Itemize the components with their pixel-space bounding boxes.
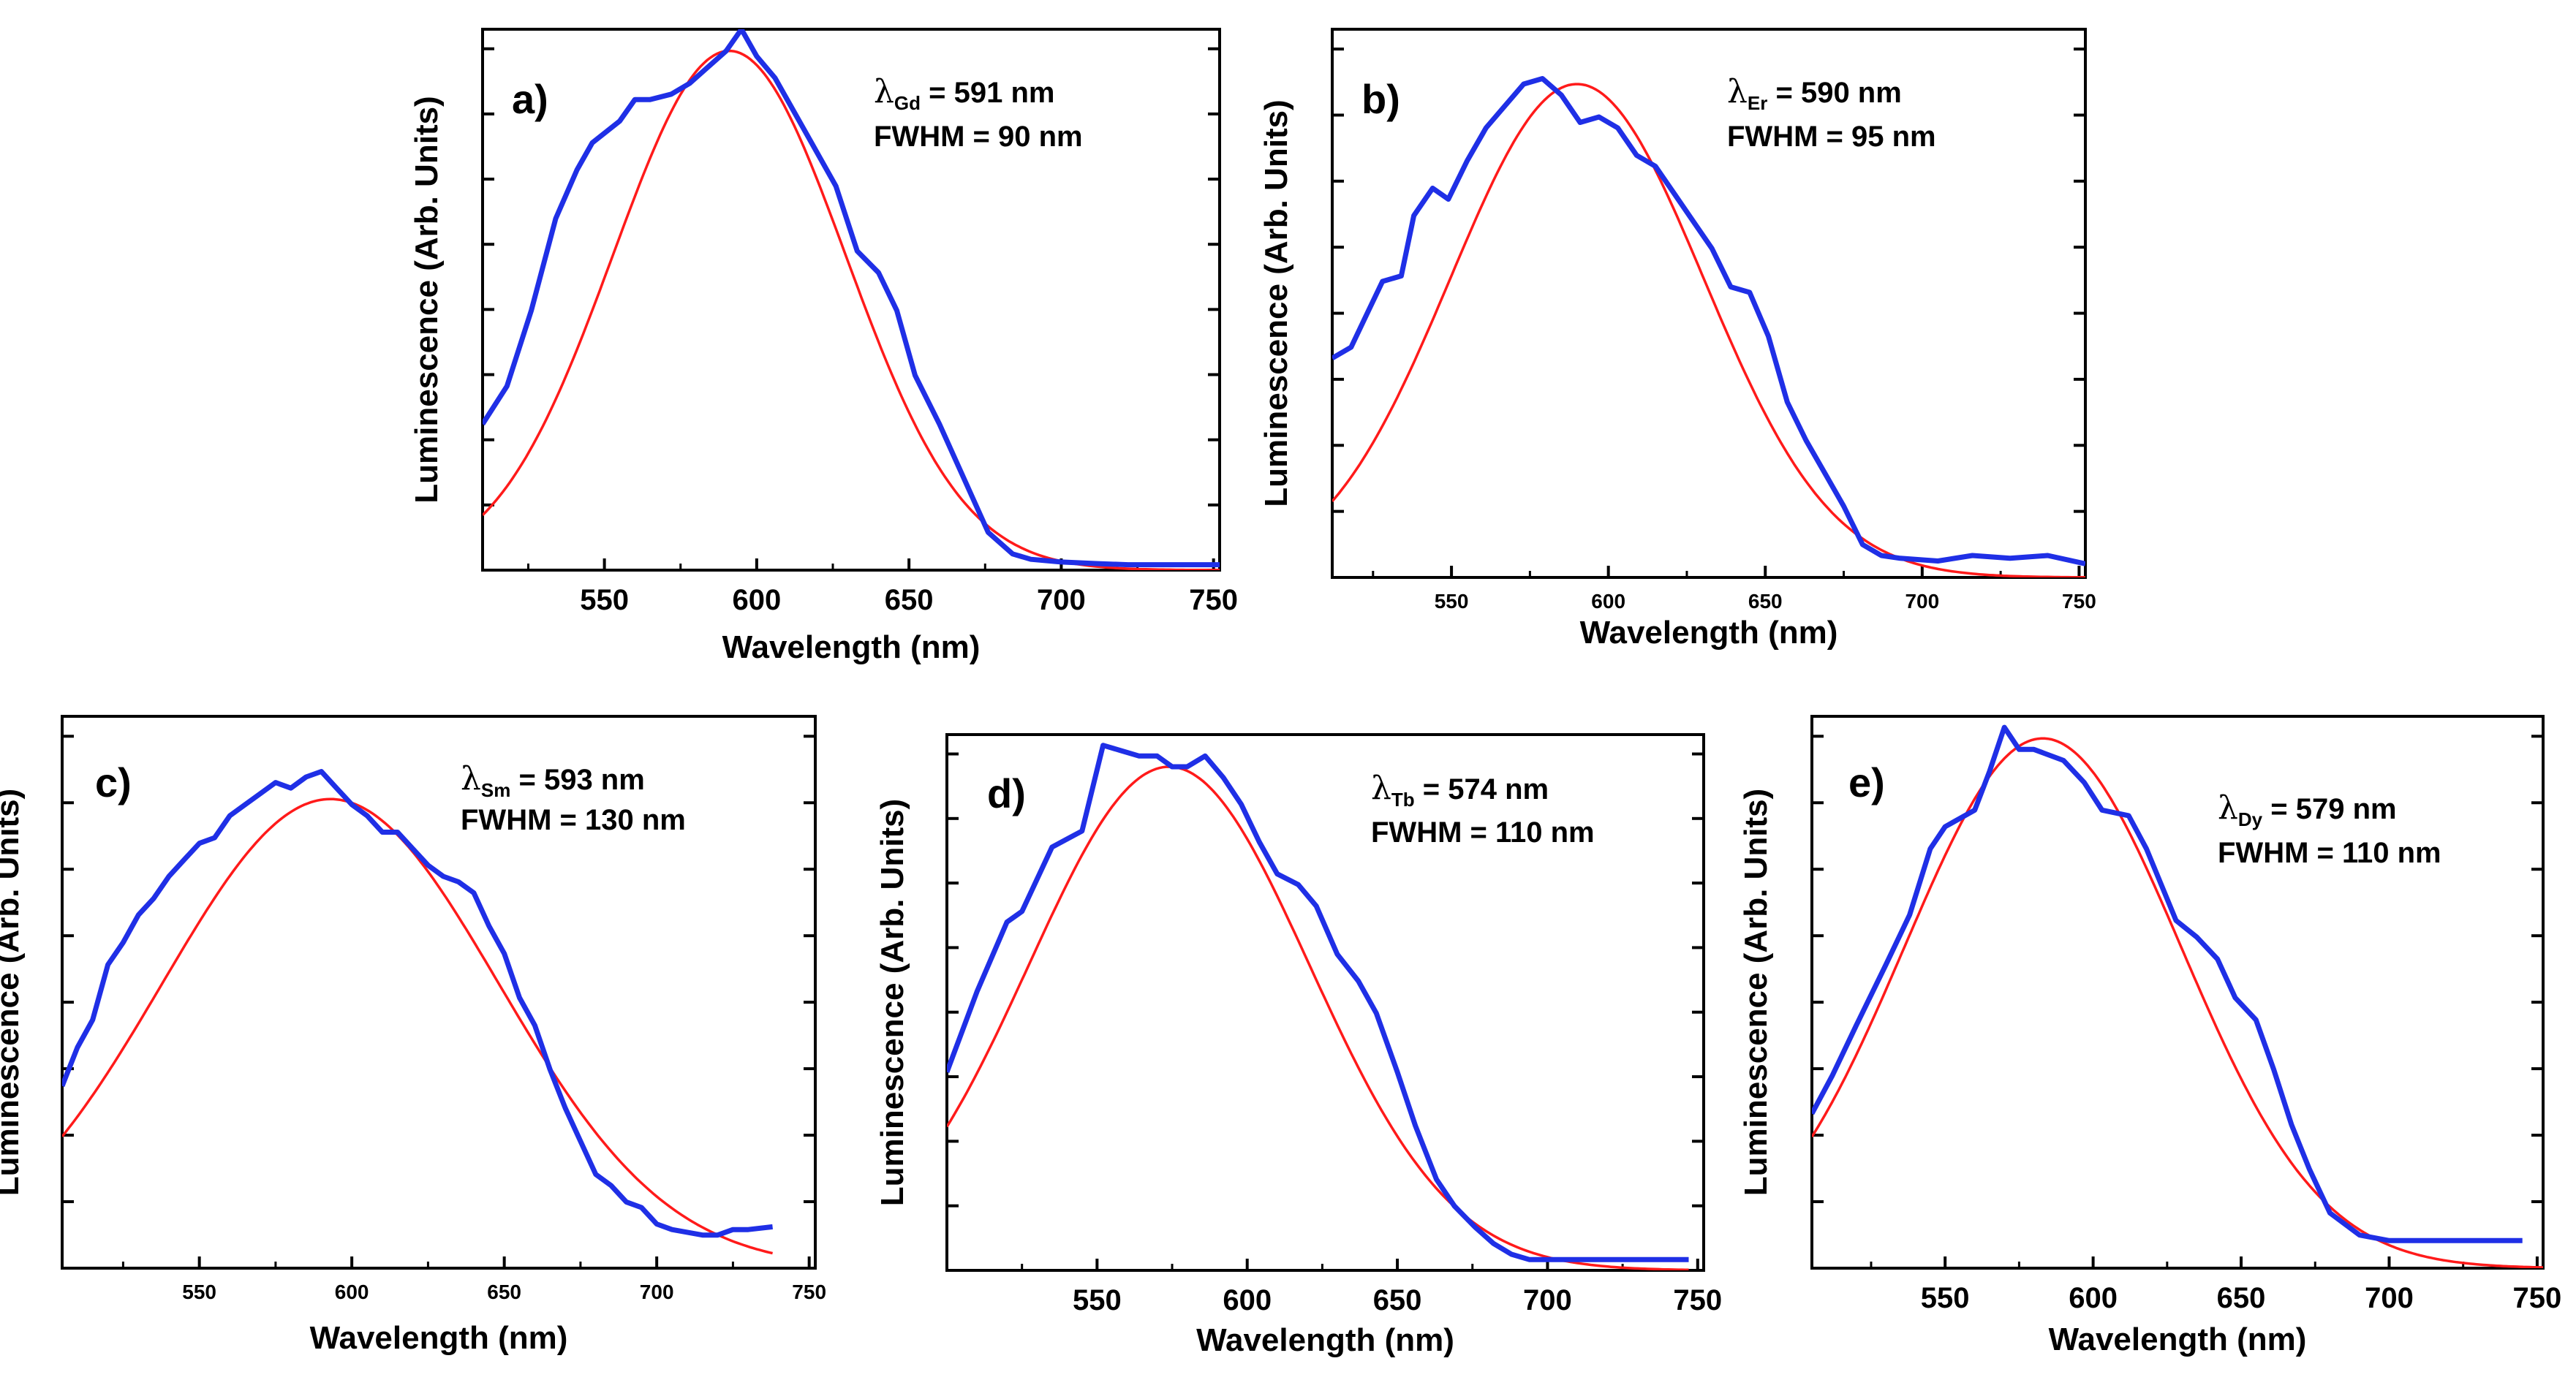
x-tick-label: 550 <box>1073 1284 1122 1316</box>
y-axis-title: Luminescence (Arb. Units) <box>1738 789 1774 1196</box>
measured-curve <box>1332 76 2085 566</box>
x-tick-label: 550 <box>1435 590 1469 613</box>
x-tick-label: 750 <box>1189 584 1238 616</box>
x-axis-title: Wavelength (nm) <box>722 629 981 665</box>
plot-frame <box>945 733 1705 1272</box>
fwhm-annotation: FWHM = 90 nm <box>874 121 1083 153</box>
x-tick-label: 650 <box>885 584 934 616</box>
panel-b: 550 600 650 700 750 Wavelength (nm) Luminescen… <box>1258 28 2096 651</box>
x-tick-label: 650 <box>487 1281 521 1303</box>
x-tick-label: 700 <box>2365 1282 2414 1314</box>
peak-annotation: λTb = 574 nm <box>1371 770 1549 811</box>
x-tick-label: 700 <box>1905 590 1939 613</box>
measured-curve <box>483 29 1220 568</box>
x-tick-label: 550 <box>1921 1282 1970 1314</box>
measured-curve <box>62 769 773 1238</box>
fwhm-annotation: FWHM = 110 nm <box>1371 816 1595 849</box>
fit-curve <box>62 797 773 1255</box>
x-axis-title: Wavelength (nm) <box>1580 615 1838 651</box>
peak-annotation: λGd = 591 nm <box>874 73 1054 114</box>
peak-annotation: λDy = 579 nm <box>2218 789 2397 830</box>
x-tick-label: 550 <box>182 1281 216 1303</box>
x-axis-title: Wavelength (nm) <box>310 1320 568 1356</box>
x-tick-label: 600 <box>335 1281 369 1303</box>
x-axis-title: Wavelength (nm) <box>1196 1322 1454 1358</box>
x-tick-label: 700 <box>1037 584 1086 616</box>
y-axis-title: Luminescence (Arb. Units) <box>875 799 910 1206</box>
x-tick-label: 750 <box>2062 590 2096 613</box>
panel-label: b) <box>1361 76 1400 122</box>
fwhm-annotation: FWHM = 95 nm <box>1727 121 1936 153</box>
fit-curve <box>1812 737 2543 1268</box>
peak-annotation: λEr = 590 nm <box>1727 73 1902 114</box>
x-tick-label: 600 <box>733 584 782 616</box>
measured-curve <box>1812 724 2523 1243</box>
x-tick-label: 750 <box>792 1281 826 1303</box>
panel-e: 550 600 650 700 750 Wavelength (nm) Luminescen… <box>1738 715 2562 1357</box>
x-tick-label: 650 <box>2217 1282 2266 1314</box>
plot-frame <box>481 28 1221 572</box>
x-tick-label: 600 <box>1223 1284 1272 1316</box>
fwhm-annotation: FWHM = 130 nm <box>461 804 686 836</box>
panel-d: 550 600 650 700 750 Wavelength (nm) Luminescen… <box>875 733 1722 1358</box>
measured-curve <box>947 743 1689 1262</box>
x-tick-label: 600 <box>1591 590 1625 613</box>
panel-label: c) <box>95 759 132 805</box>
x-axis-title: Wavelength (nm) <box>2049 1322 2307 1357</box>
panel-label: d) <box>987 770 1026 816</box>
x-tick-label: 750 <box>2513 1282 2562 1314</box>
x-tick-label: 700 <box>640 1281 674 1303</box>
peak-annotation: λSm = 593 nm <box>461 760 645 801</box>
x-tick-label: 750 <box>1673 1284 1722 1316</box>
panel-a: 550 600 650 700 750 Wavelength (nm) Luminescen… <box>409 28 1238 665</box>
panel-label: e) <box>1848 759 1885 805</box>
y-axis-title: Luminescence (Arb. Units) <box>1258 99 1294 507</box>
x-tick-label: 650 <box>1373 1284 1422 1316</box>
y-axis-title: Luminescence (Arb. Units) <box>0 789 26 1196</box>
fwhm-annotation: FWHM = 110 nm <box>2218 837 2441 869</box>
panel-c: 550 600 650 700 750 Wavelength (nm) Luminescen… <box>0 715 826 1356</box>
x-tick-label: 650 <box>1748 590 1783 613</box>
plot-frame <box>1331 28 2087 579</box>
x-tick-label: 550 <box>580 584 629 616</box>
fit-curve <box>483 49 1220 570</box>
x-tick-label: 600 <box>2069 1282 2118 1314</box>
panel-label: a) <box>512 76 548 122</box>
y-axis-title: Luminescence (Arb. Units) <box>409 96 445 503</box>
plot-frame <box>1810 715 2545 1270</box>
x-tick-label: 700 <box>1523 1284 1572 1316</box>
fit-curve <box>1332 83 2085 577</box>
plot-frame <box>61 715 817 1270</box>
